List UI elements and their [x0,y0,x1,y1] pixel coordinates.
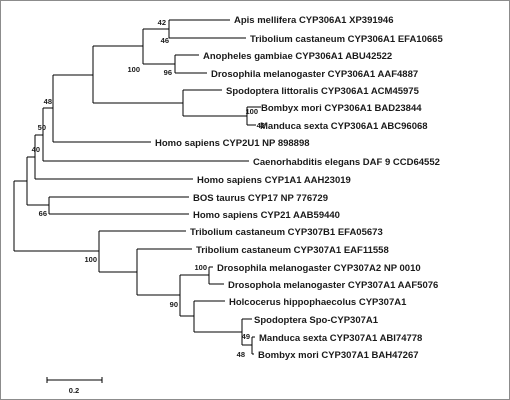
taxon-label: Manduca sexta CYP307A1 ABI74778 [259,333,422,344]
bootstrap-value: 40 [32,145,40,154]
tree-branches [13,19,261,355]
bootstrap-value: 42 [158,18,166,27]
taxon-label: Anopheles gambiae CYP306A1 ABU42522 [203,51,392,62]
bootstrap-value: 46 [161,36,169,45]
taxon-label: Bombyx mori CYP306A1 BAD23844 [261,103,422,114]
taxon-label: Homo sapiens CYP2U1 NP 898898 [155,138,310,149]
tree-labels: Apis mellifera CYP306A1 XP391946 Triboli… [155,15,443,361]
taxon-label: Homo sapiens CYP21 AAB59440 [193,210,340,221]
bootstrap-value: 48 [44,97,52,106]
bootstrap-value: 100 [84,255,97,264]
taxon-label: Caenorhabditis elegans DAF 9 CCD64552 [253,157,440,168]
bootstrap-value: 48 [237,350,245,359]
bootstrap-value: 100 [127,65,140,74]
bootstrap-value: 42 [257,121,265,130]
bootstrap-value: 100 [245,107,258,116]
taxon-label: Manduca sexta CYP306A1 ABC96068 [260,121,428,132]
bootstrap-value: 50 [38,123,46,132]
taxon-label: Spodoptera Spo-CYP307A1 [254,315,379,326]
bootstrap-value: 49 [242,332,250,341]
taxon-label: Drosophola melanogaster CYP307A1 AAF5076 [228,280,438,291]
bootstrap-value: 90 [170,300,178,309]
taxon-label: Tribolium castaneum CYP307A1 EAF11558 [196,245,389,256]
taxon-label: Holcocerus hippophaecolus CYP307A1 [229,297,407,308]
bootstrap-value: 66 [39,209,47,218]
taxon-label: Apis mellifera CYP306A1 XP391946 [234,15,393,26]
taxon-label: Homo sapiens CYP1A1 AAH23019 [197,175,351,186]
bootstrap-value: 100 [194,263,207,272]
taxon-label: Tribolium castaneum CYP306A1 EFA10665 [250,34,443,45]
scale-bar: 0.2 [46,377,103,395]
bootstrap-values: 42 46 96 100 100 42 48 50 40 66 100 100 … [32,18,265,359]
bootstrap-value: 96 [164,68,172,77]
taxon-label: BOS taurus CYP17 NP 776729 [193,193,328,204]
scale-bar-label: 0.2 [69,386,79,395]
taxon-label: Bombyx mori CYP307A1 BAH47267 [258,350,419,361]
taxon-label: Spodoptera littoralis CYP306A1 ACM45975 [226,86,420,97]
taxon-label: Drosophila melanogaster CYP307A2 NP 0010 [217,263,421,274]
taxon-label: Drosophila melanogaster CYP306A1 AAF4887 [211,69,418,80]
taxon-label: Tribolium castaneum CYP307B1 EFA05673 [190,227,383,238]
